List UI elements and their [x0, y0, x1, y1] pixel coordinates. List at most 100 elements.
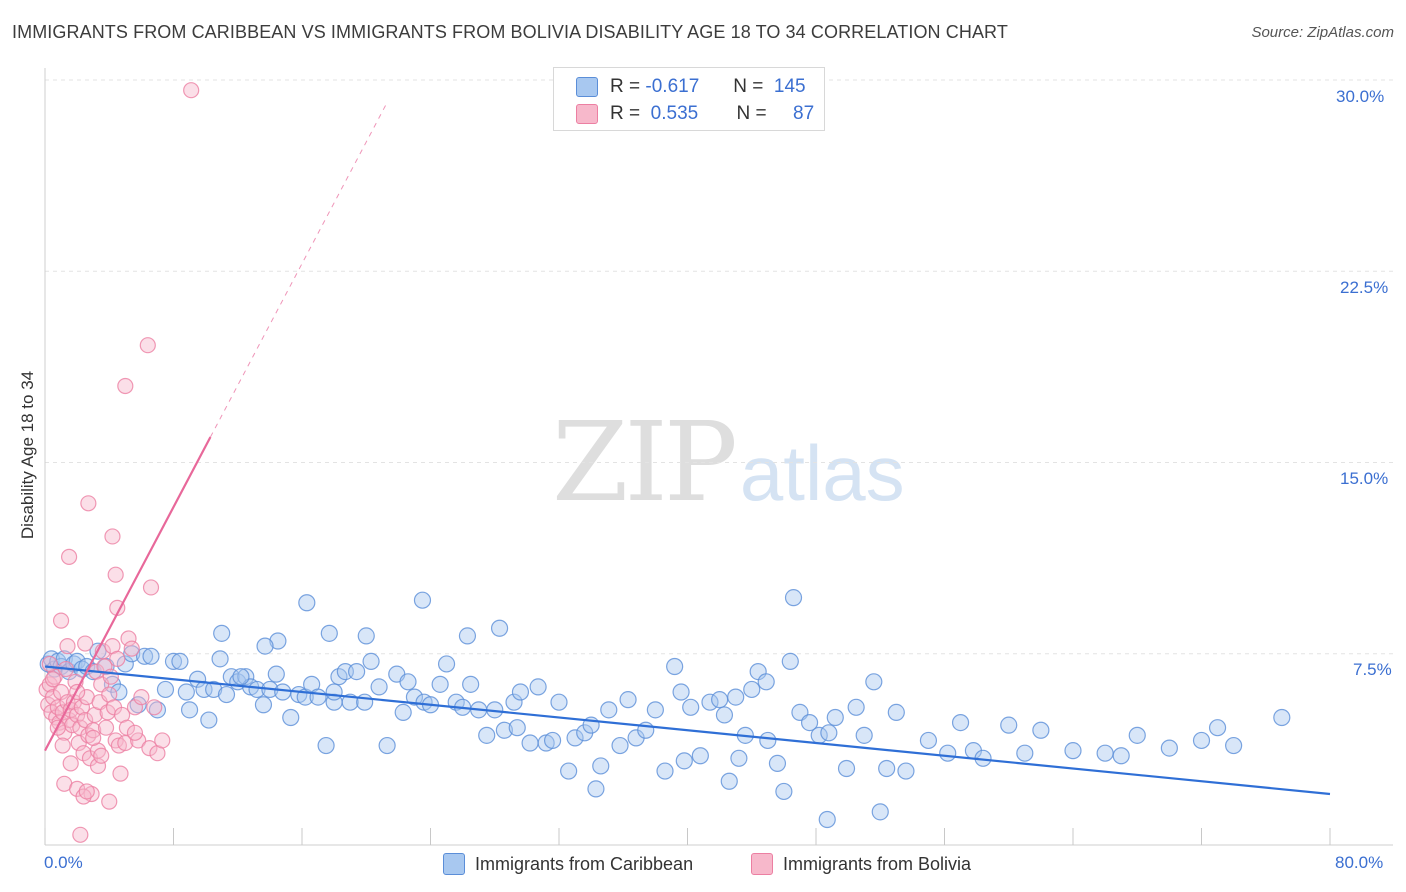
watermark-atlas: atlas	[739, 429, 905, 517]
point-caribbean-92	[672, 683, 690, 701]
point-caribbean-67	[462, 675, 480, 693]
point-caribbean-26	[180, 701, 199, 719]
point-caribbean-134	[1208, 719, 1227, 737]
point-bolivia-50	[123, 640, 140, 657]
point-bolivia-70	[89, 757, 107, 775]
trendline-bolivia	[44, 436, 212, 752]
point-bolivia-78	[44, 671, 62, 688]
point-caribbean-40	[267, 665, 285, 683]
point-caribbean-95	[701, 693, 719, 711]
point-caribbean-116	[871, 803, 889, 821]
point-bolivia-59	[60, 548, 78, 565]
y-axis-label: Disability Age 18 to 34	[18, 370, 37, 540]
point-bolivia-81	[59, 637, 76, 655]
point-bolivia-85	[85, 729, 102, 747]
bottom-legend-swatch-bolivia	[751, 853, 773, 875]
point-caribbean-94	[691, 747, 709, 765]
point-caribbean-35	[237, 668, 255, 686]
point-caribbean-97	[720, 772, 738, 790]
point-caribbean-113	[847, 698, 865, 716]
point-caribbean-96	[711, 691, 729, 709]
y-tick-label-15: 15.0%	[1340, 469, 1389, 488]
point-caribbean-152	[232, 668, 250, 686]
point-caribbean-69	[478, 726, 496, 744]
point-bolivia-58	[52, 612, 70, 629]
point-caribbean-16	[116, 655, 134, 673]
point-caribbean-142	[269, 632, 287, 650]
point-caribbean-110	[820, 724, 838, 742]
point-bolivia-77	[41, 655, 58, 673]
point-caribbean-121	[939, 744, 957, 762]
legend-row-caribbean: R = -0.617 N = 145	[576, 75, 806, 99]
point-caribbean-54	[362, 652, 380, 671]
bottom-legend-caribbean[interactable]: Immigrants from Caribbean	[443, 852, 693, 876]
legend-n-value-caribbean: 145	[773, 76, 806, 97]
point-bolivia-4	[44, 688, 62, 706]
point-caribbean-112	[837, 759, 856, 778]
point-bolivia-53	[133, 688, 150, 706]
point-caribbean-127	[1032, 721, 1050, 739]
point-caribbean-86	[619, 691, 637, 709]
point-caribbean-146	[587, 780, 605, 798]
point-bolivia-61	[104, 528, 121, 545]
point-caribbean-90	[656, 762, 674, 780]
point-bolivia-86	[93, 747, 110, 764]
point-caribbean-23	[164, 652, 183, 671]
point-bolivia-49	[120, 630, 137, 647]
point-caribbean-154	[727, 688, 745, 706]
point-bolivia-72	[72, 826, 89, 843]
point-bolivia-76	[126, 724, 144, 741]
legend-swatch-caribbean	[576, 77, 598, 97]
bottom-legend-label-caribbean: Immigrants from Caribbean	[475, 853, 694, 874]
point-bolivia-74	[78, 783, 95, 800]
point-caribbean-153	[325, 683, 343, 701]
point-caribbean-132	[1160, 739, 1178, 757]
point-caribbean-42	[282, 708, 300, 727]
x-tick-label-min: 0.0%	[44, 853, 83, 872]
point-caribbean-22	[156, 680, 175, 699]
bottom-legend-bolivia[interactable]: Immigrants from Bolivia	[751, 852, 971, 876]
point-bolivia-22	[73, 699, 91, 716]
point-caribbean-133	[1192, 731, 1211, 750]
point-caribbean-118	[887, 703, 905, 722]
point-caribbean-59	[399, 673, 417, 691]
point-caribbean-63	[431, 675, 449, 693]
point-caribbean-125	[1000, 716, 1018, 734]
point-caribbean-31	[211, 650, 229, 668]
point-caribbean-20	[142, 647, 160, 665]
trendline-bolivia-extension	[210, 105, 386, 438]
point-caribbean-102	[759, 731, 777, 750]
point-caribbean-120	[919, 731, 938, 750]
point-caribbean-149	[757, 673, 775, 691]
point-caribbean-136	[1273, 708, 1291, 727]
point-caribbean-129	[1096, 744, 1114, 762]
point-caribbean-80	[566, 729, 584, 747]
point-bolivia-63	[107, 566, 124, 583]
point-caribbean-52	[348, 662, 366, 681]
point-caribbean-58	[394, 703, 412, 722]
point-caribbean-79	[560, 762, 578, 780]
point-bolivia-75	[118, 719, 136, 736]
point-caribbean-131	[1128, 726, 1146, 744]
point-caribbean-77	[543, 731, 562, 750]
legend-r-value-caribbean: -0.617	[645, 76, 700, 97]
point-bolivia-19	[69, 706, 86, 724]
point-caribbean-71	[495, 721, 513, 739]
point-caribbean-27	[188, 670, 207, 688]
point-caribbean-111	[826, 708, 844, 727]
legend-n-label: N =	[733, 76, 764, 97]
point-bolivia-82	[62, 755, 79, 772]
point-caribbean-147	[675, 752, 693, 770]
point-caribbean-109	[818, 810, 836, 829]
point-caribbean-137	[784, 589, 803, 607]
point-caribbean-32	[217, 685, 236, 704]
legend-n-label: N =	[736, 103, 767, 124]
point-caribbean-145	[508, 719, 526, 737]
point-caribbean-100	[743, 680, 761, 699]
point-caribbean-73	[511, 683, 530, 701]
point-caribbean-126	[1016, 744, 1034, 762]
point-bolivia-54	[141, 739, 158, 757]
point-caribbean-30	[205, 680, 223, 699]
bottom-legend-label-bolivia: Immigrants from Bolivia	[783, 853, 972, 874]
